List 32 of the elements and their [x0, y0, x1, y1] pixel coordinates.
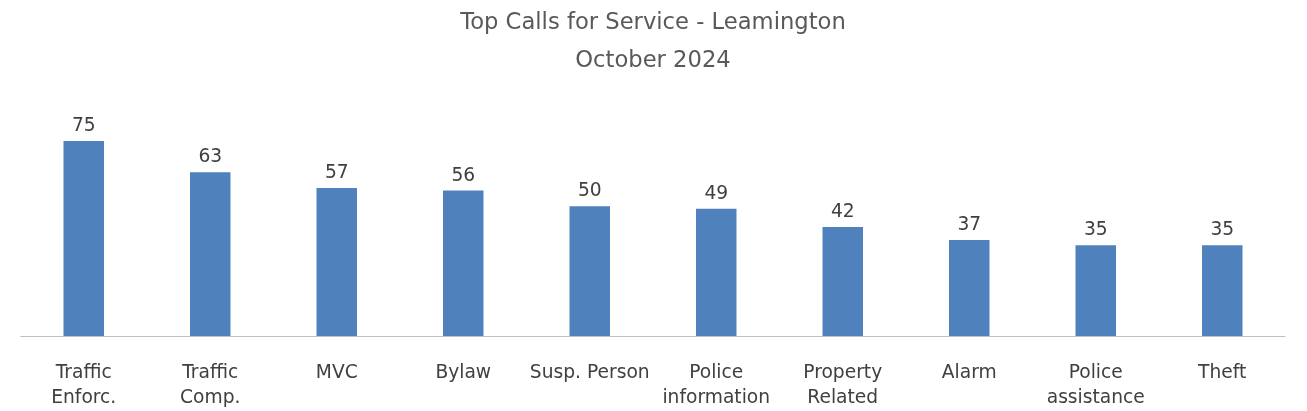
bar: [316, 187, 357, 337]
data-label: 75: [71, 114, 96, 136]
x-tick-label: Theft: [1197, 360, 1247, 382]
bar: [1202, 245, 1243, 337]
bar: [949, 240, 990, 337]
bar: [696, 208, 737, 337]
bar: [63, 141, 104, 337]
x-tick-label: Alarm: [941, 360, 997, 382]
bar: [443, 190, 484, 337]
x-tick-label: MVC: [315, 360, 358, 382]
x-tick-label: Bylaw: [435, 360, 492, 382]
bar: [190, 172, 231, 337]
data-label: 37: [957, 213, 982, 235]
x-tick-label: Traffic Enforc.: [51, 360, 117, 407]
data-label: 35: [1083, 218, 1108, 240]
x-tick-label: Property Related: [803, 360, 883, 407]
data-label: 35: [1210, 218, 1235, 240]
x-tick-label: Susp. Person: [529, 360, 650, 382]
bar: [1075, 245, 1116, 337]
data-label: 50: [577, 179, 602, 201]
chart-subtitle: October 2024: [575, 45, 731, 72]
bar: [569, 206, 610, 337]
data-label: 57: [324, 160, 349, 182]
data-label: 49: [704, 181, 729, 203]
bar: [822, 227, 863, 337]
chart-title: Top Calls for Service - Leamington: [459, 7, 846, 34]
data-label: 63: [198, 145, 223, 167]
data-label: 42: [830, 200, 855, 222]
x-tick-label: Traffic Comp.: [180, 360, 241, 407]
x-tick-label: Police assistance: [1046, 360, 1145, 407]
x-tick-label: Police information: [662, 360, 771, 407]
data-label: 56: [451, 163, 476, 185]
